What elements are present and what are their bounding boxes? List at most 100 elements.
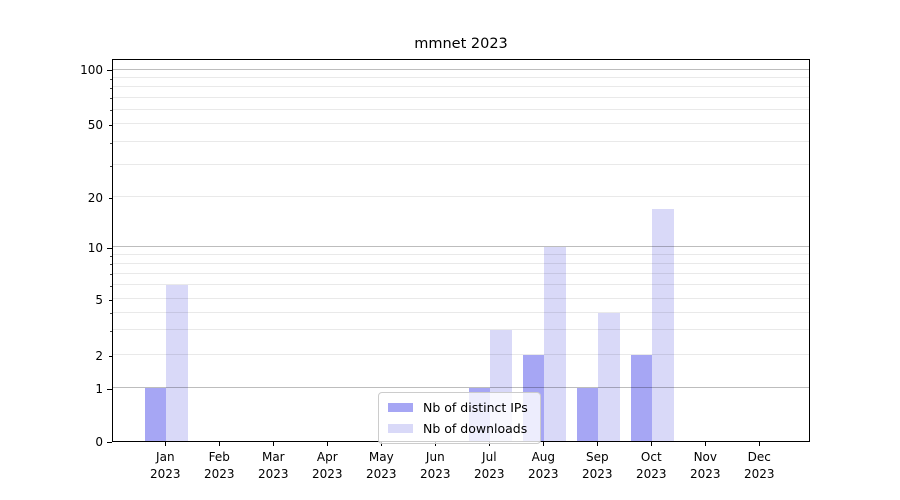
ytick-mark-minor-6 xyxy=(109,285,112,287)
xtick-mark-jan xyxy=(165,442,167,446)
bar-downloads-oct xyxy=(652,209,674,441)
gridline-minor-90 xyxy=(113,77,809,78)
xtick-label-oct: Oct 2023 xyxy=(611,449,691,482)
xtick-mark-nov xyxy=(705,442,707,446)
ytick-label-2: 2 xyxy=(95,348,103,363)
xtick-label-jun: Jun 2023 xyxy=(395,449,475,482)
xtick-year: 2023 xyxy=(150,466,181,481)
xtick-label-may: May 2023 xyxy=(341,449,421,482)
ytick-mark-minor-9 xyxy=(109,255,112,257)
xtick-month: Aug xyxy=(531,450,556,464)
xtick-month: Sep xyxy=(585,450,609,464)
ytick-label-10: 10 xyxy=(87,240,103,255)
gridline-minor-50 xyxy=(113,123,809,125)
ytick-mark-100 xyxy=(107,70,112,72)
xtick-month: Oct xyxy=(640,450,662,464)
gridline-minor-80 xyxy=(113,86,809,88)
gridline-minor-70 xyxy=(113,96,809,98)
gridline-minor-9 xyxy=(113,254,809,256)
ytick-mark-minor-90 xyxy=(109,78,112,80)
xtick-mark-may xyxy=(381,442,383,446)
xtick-month: Dec xyxy=(747,450,771,464)
xtick-year: 2023 xyxy=(636,466,667,481)
xtick-label-jan: Jan 2023 xyxy=(125,449,205,482)
ytick-mark-minor-8 xyxy=(109,264,112,266)
xtick-year: 2023 xyxy=(528,466,559,481)
xtick-mark-jul xyxy=(489,442,491,446)
legend-swatch-distinct-ips xyxy=(388,403,413,412)
xtick-mark-mar xyxy=(273,442,275,446)
gridline-major-10 xyxy=(113,246,809,248)
gridline-minor-5 xyxy=(113,298,809,299)
xtick-label-nov: Nov 2023 xyxy=(665,449,745,482)
xtick-label-dec: Dec 2023 xyxy=(719,449,799,482)
ytick-mark-1 xyxy=(107,388,112,390)
gridline-minor-3 xyxy=(113,329,809,331)
legend-item-distinct-ips: Nb of distinct IPs xyxy=(388,400,528,415)
xtick-mark-aug xyxy=(543,442,545,446)
xtick-month: Apr xyxy=(316,450,338,464)
ytick-mark-2 xyxy=(108,355,112,357)
chart-title: mmnet 2023 xyxy=(414,36,508,52)
xtick-month: Jan xyxy=(156,450,175,464)
xtick-year: 2023 xyxy=(474,466,505,481)
ytick-mark-0 xyxy=(107,441,112,443)
ytick-label-50: 50 xyxy=(87,117,103,132)
gridline-minor-7 xyxy=(113,272,809,274)
gridline-minor-20 xyxy=(113,196,809,198)
ytick-mark-minor-3 xyxy=(109,330,112,332)
legend: Nb of distinct IPs Nb of downloads xyxy=(378,392,541,444)
xtick-year: 2023 xyxy=(744,466,775,481)
bar-ips-jan xyxy=(144,388,167,441)
gridline-minor-40 xyxy=(113,141,809,143)
plot-area xyxy=(112,59,810,442)
gridline-minor-6 xyxy=(113,284,809,286)
ytick-mark-20 xyxy=(108,197,112,199)
gridline-minor-8 xyxy=(113,262,809,264)
ytick-mark-minor-60 xyxy=(109,110,112,112)
ytick-label-20: 20 xyxy=(87,190,103,205)
gridline-major-100 xyxy=(113,68,809,70)
xtick-month: Nov xyxy=(693,450,717,464)
xtick-month: Feb xyxy=(208,450,230,464)
bar-ips-sep xyxy=(576,388,599,441)
ytick-label-100: 100 xyxy=(80,63,103,78)
xtick-year: 2023 xyxy=(420,466,451,481)
xtick-year: 2023 xyxy=(690,466,721,481)
gridline-minor-2 xyxy=(113,354,809,355)
ytick-mark-minor-30 xyxy=(109,165,112,167)
xtick-month: Jun xyxy=(425,450,445,464)
ytick-mark-minor-4 xyxy=(109,313,112,315)
xtick-month: May xyxy=(368,450,394,464)
bar-downloads-aug xyxy=(544,247,566,441)
xtick-label-jul: Jul 2023 xyxy=(449,449,529,482)
xtick-year: 2023 xyxy=(312,466,343,481)
ytick-mark-minor-70 xyxy=(109,98,112,100)
legend-item-downloads: Nb of downloads xyxy=(388,421,528,436)
bar-downloads-jan xyxy=(166,285,188,441)
xtick-year: 2023 xyxy=(204,466,235,481)
legend-label-downloads: Nb of downloads xyxy=(423,421,528,436)
xtick-label-sep: Sep 2023 xyxy=(557,449,637,482)
xtick-month: Jul xyxy=(482,450,497,464)
xtick-year: 2023 xyxy=(582,466,613,481)
gridline-major-1 xyxy=(113,387,809,388)
xtick-mark-feb xyxy=(219,442,221,446)
xtick-label-apr: Apr 2023 xyxy=(287,449,367,482)
xtick-label-aug: Aug 2023 xyxy=(503,449,583,482)
xtick-month: Mar xyxy=(261,450,285,464)
legend-label-distinct-ips: Nb of distinct IPs xyxy=(423,400,528,415)
ytick-mark-10 xyxy=(107,247,112,249)
ytick-label-1: 1 xyxy=(95,381,103,396)
xtick-mark-oct xyxy=(651,442,653,446)
xtick-year: 2023 xyxy=(366,466,397,481)
ytick-mark-minor-7 xyxy=(109,274,112,276)
gridline-minor-60 xyxy=(113,108,809,110)
bar-downloads-sep xyxy=(598,312,620,441)
xtick-mark-dec xyxy=(759,442,761,446)
xtick-mark-apr xyxy=(327,442,329,446)
ytick-mark-50 xyxy=(108,124,112,126)
gridline-minor-30 xyxy=(113,164,809,165)
ytick-mark-minor-80 xyxy=(109,87,112,89)
xtick-mark-sep xyxy=(597,442,599,446)
